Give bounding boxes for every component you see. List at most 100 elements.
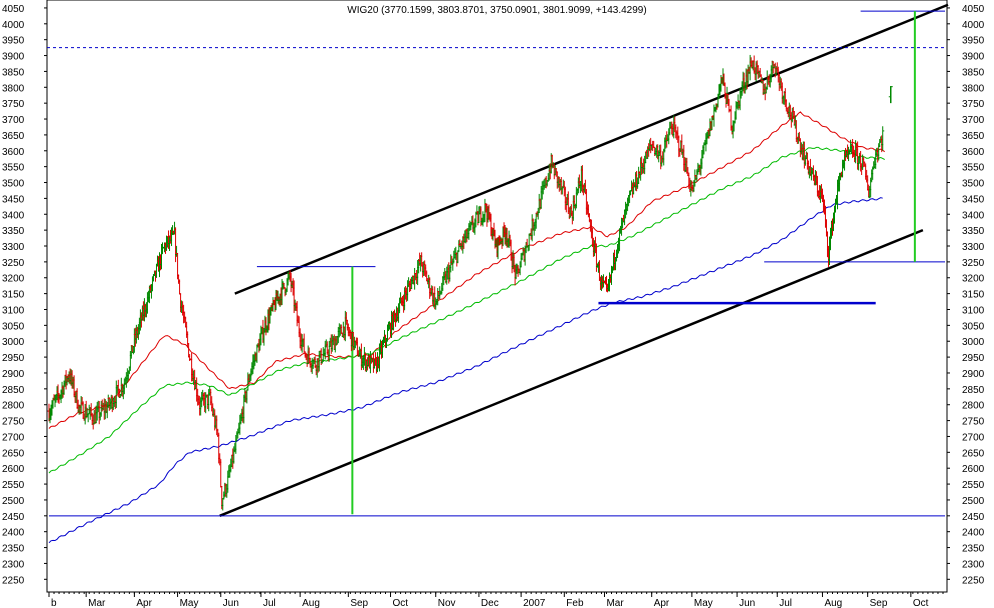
y-tick-label: 3550: [962, 163, 985, 174]
y-tick-label: 2250: [2, 575, 25, 586]
x-tick-label: Mar: [88, 598, 106, 608]
y-tick-label: 2400: [2, 528, 25, 539]
y-tick-label: 3050: [2, 321, 25, 332]
y-tick-label: 2900: [2, 369, 25, 380]
y-tick-label: 3250: [2, 258, 25, 269]
x-tick-label: Nov: [438, 598, 456, 608]
y-tick-label: 3950: [962, 36, 985, 47]
x-tick-label: Aug: [302, 598, 320, 608]
y-tick-label: 2450: [2, 512, 25, 523]
x-tick-label: Oct: [393, 598, 409, 608]
x-tick-label: Mar: [606, 598, 624, 608]
y-tick-label: 2950: [962, 353, 985, 364]
x-tick-label: Apr: [136, 598, 152, 608]
y-tick-label: 3850: [2, 67, 25, 78]
x-tick-label: Sep: [350, 598, 368, 608]
y-tick-label: 2300: [962, 559, 985, 570]
y-tick-label: 2600: [962, 464, 985, 475]
y-tick-label: 3450: [962, 194, 985, 205]
y-tick-label: 3300: [2, 242, 25, 253]
x-tick-label: Apr: [654, 598, 670, 608]
y-tick-label: 3900: [962, 52, 985, 63]
y-tick-label: 3650: [962, 131, 985, 142]
chart-title: WIG20 (3770.1599, 3803.8701, 3750.0901, …: [347, 5, 646, 16]
y-tick-label: 3550: [2, 163, 25, 174]
y-tick-label: 3950: [2, 36, 25, 47]
y-tick-label: 3000: [962, 337, 985, 348]
annotations: [47, 3, 949, 517]
x-tick-label: Jun: [739, 598, 755, 608]
y-tick-label: 3350: [2, 226, 25, 237]
y-tick-label: 2650: [2, 448, 25, 459]
price-bars: [47, 54, 893, 511]
plot-area: [46, 0, 948, 593]
y-tick-label: 3500: [2, 179, 25, 190]
y-tick-label: 2350: [962, 544, 985, 555]
y-tick-label: 2400: [962, 528, 985, 539]
trend-channel-line: [234, 3, 949, 295]
y-tick-label: 2900: [962, 369, 985, 380]
y-axis-left: 2250 2300 2350 2400 2450 2500 2550 2600 2650 2700…: [2, 4, 47, 586]
y-tick-label: 2700: [2, 432, 25, 443]
y-tick-label: 3850: [962, 67, 985, 78]
y-tick-label: 2850: [962, 385, 985, 396]
x-tick-label: Oct: [913, 598, 929, 608]
x-tick-label: Jul: [779, 598, 792, 608]
trend-channel-line: [219, 228, 924, 517]
y-tick-label: 2950: [2, 353, 25, 364]
y-tick-label: 3400: [2, 210, 25, 221]
y-tick-label: 2600: [2, 464, 25, 475]
moving-average-line: [48, 197, 883, 544]
y-tick-label: 3050: [962, 321, 985, 332]
y-tick-label: 2850: [2, 385, 25, 396]
x-tick-label: b: [51, 598, 57, 608]
y-tick-label: 2650: [962, 448, 985, 459]
y-tick-label: 3750: [2, 99, 25, 110]
y-tick-label: 2550: [2, 480, 25, 491]
y-tick-label: 2250: [962, 575, 985, 586]
x-axis: b Mar Apr May Jun Jul Aug Sep Oct Nov Dec 2007 Feb Ma…: [48, 592, 944, 608]
x-tick-label: May: [180, 598, 199, 608]
y-tick-label: 2300: [2, 559, 25, 570]
y-tick-label: 2700: [962, 432, 985, 443]
y-tick-label: 3000: [2, 337, 25, 348]
y-tick-label: 2350: [2, 544, 25, 555]
y-tick-label: 2500: [962, 496, 985, 507]
y-tick-label: 3800: [962, 83, 985, 94]
y-tick-label: 4000: [962, 20, 985, 31]
y-tick-label: 3200: [2, 274, 25, 285]
x-tick-label: Feb: [566, 598, 584, 608]
y-tick-label: 3600: [2, 147, 25, 158]
y-tick-label: 3100: [962, 305, 985, 316]
y-tick-label: 3150: [962, 290, 985, 301]
y-tick-label: 3350: [962, 226, 985, 237]
y-tick-label: 3250: [962, 258, 985, 269]
y-tick-label: 3400: [962, 210, 985, 221]
y-tick-label: 2800: [962, 401, 985, 412]
y-tick-label: 4050: [962, 4, 985, 15]
y-tick-label: 3150: [2, 290, 25, 301]
y-tick-label: 3300: [962, 242, 985, 253]
y-tick-label: 3800: [2, 83, 25, 94]
x-tick-label: May: [694, 598, 713, 608]
moving-average-line: [48, 146, 885, 474]
y-tick-label: 3600: [962, 147, 985, 158]
y-tick-label: 2550: [962, 480, 985, 491]
y-tick-label: 3700: [962, 115, 985, 126]
y-axis-right: 2250 2300 2350 2400 2450 2500 2550 2600 2650 2700…: [947, 4, 985, 586]
y-tick-label: 3200: [962, 274, 985, 285]
y-tick-label: 2750: [962, 417, 985, 428]
y-tick-label: 2800: [2, 401, 25, 412]
y-tick-label: 3500: [962, 179, 985, 190]
y-tick-label: 3450: [2, 194, 25, 205]
x-tick-label: Dec: [481, 598, 499, 608]
y-tick-label: 3100: [2, 305, 25, 316]
x-tick-label: 2007: [523, 598, 546, 608]
y-tick-label: 4000: [2, 20, 25, 31]
y-tick-label: 3700: [2, 115, 25, 126]
y-tick-label: 2500: [2, 496, 25, 507]
x-tick-label: Sep: [870, 598, 888, 608]
y-tick-label: 4050: [2, 4, 25, 15]
y-tick-label: 2750: [2, 417, 25, 428]
